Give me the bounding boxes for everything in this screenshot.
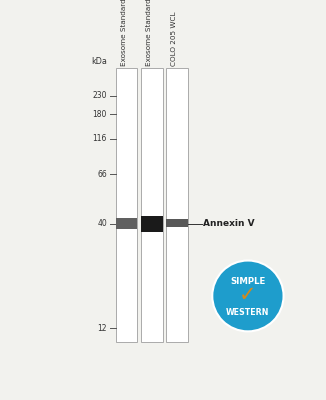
Text: 116: 116 <box>93 134 107 143</box>
FancyBboxPatch shape <box>141 216 163 232</box>
Text: 180: 180 <box>93 110 107 119</box>
Text: 230: 230 <box>93 91 107 100</box>
Text: 40: 40 <box>97 219 107 228</box>
Text: WESTERN: WESTERN <box>226 308 270 318</box>
FancyBboxPatch shape <box>167 219 188 227</box>
FancyBboxPatch shape <box>141 68 163 342</box>
Text: COLO 205 WCL: COLO 205 WCL <box>171 12 177 66</box>
Ellipse shape <box>212 260 284 331</box>
Text: Annexin V: Annexin V <box>203 219 255 228</box>
Text: 66: 66 <box>97 170 107 179</box>
Text: ✓: ✓ <box>239 285 257 305</box>
FancyBboxPatch shape <box>116 218 137 230</box>
FancyBboxPatch shape <box>167 68 188 342</box>
Text: 12: 12 <box>97 324 107 333</box>
Text: kDa: kDa <box>91 58 107 66</box>
Text: SIMPLE: SIMPLE <box>230 276 266 286</box>
FancyBboxPatch shape <box>116 68 137 342</box>
Text: Exosome Standards (A549 cell line): Exosome Standards (A549 cell line) <box>120 0 127 66</box>
Text: Exosome Standards (HT29 cell line): Exosome Standards (HT29 cell line) <box>145 0 152 66</box>
